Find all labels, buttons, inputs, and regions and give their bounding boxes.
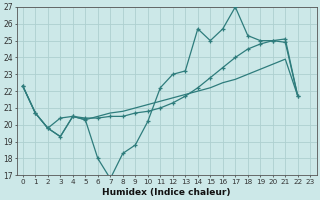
X-axis label: Humidex (Indice chaleur): Humidex (Indice chaleur) — [102, 188, 231, 197]
